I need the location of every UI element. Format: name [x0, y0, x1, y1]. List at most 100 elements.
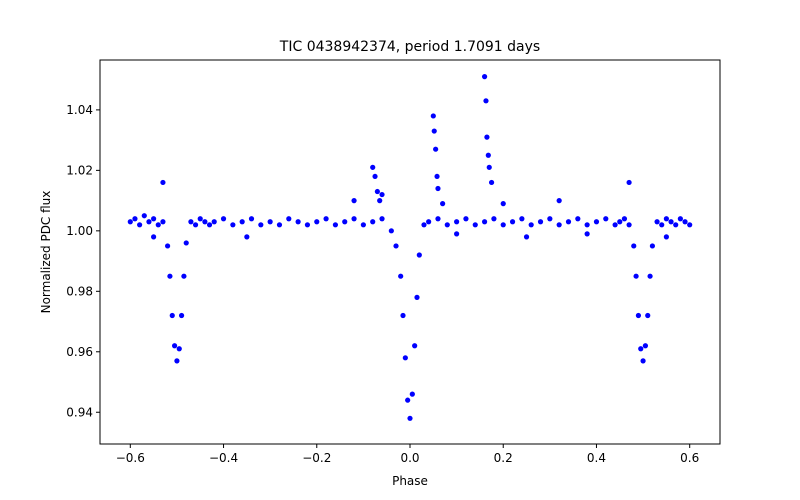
data-point — [645, 312, 651, 319]
data-point — [673, 222, 679, 228]
data-point — [370, 219, 376, 225]
data-point — [547, 216, 553, 222]
data-point — [407, 415, 413, 421]
data-point — [304, 222, 311, 228]
data-point — [192, 222, 199, 228]
data-point — [486, 164, 492, 170]
x-tick-label: 0.4 — [587, 451, 606, 465]
data-point — [398, 273, 404, 279]
data-point — [647, 273, 653, 279]
data-point — [668, 219, 674, 225]
data-point — [434, 173, 440, 180]
y-tick-label: 0.98 — [66, 284, 93, 298]
data-point — [155, 222, 161, 228]
data-point — [239, 219, 245, 225]
data-point — [556, 222, 562, 228]
data-point — [491, 216, 497, 222]
data-point — [649, 243, 656, 249]
data-point — [500, 201, 506, 207]
data-point — [248, 216, 255, 222]
data-point — [435, 185, 441, 192]
data-point — [584, 222, 590, 228]
data-point — [181, 273, 187, 279]
x-tick-label: −0.4 — [209, 451, 238, 465]
data-point — [230, 222, 236, 228]
data-point — [141, 213, 147, 219]
data-point — [612, 222, 618, 228]
data-point — [211, 219, 217, 225]
data-point — [638, 346, 644, 352]
data-point — [167, 273, 173, 279]
data-point — [409, 391, 415, 397]
data-point — [621, 216, 628, 222]
data-point — [426, 219, 432, 225]
data-point — [635, 312, 642, 319]
data-point — [440, 201, 446, 207]
data-point — [372, 173, 378, 180]
data-point — [388, 228, 394, 234]
data-point — [206, 222, 213, 228]
data-point — [481, 219, 488, 225]
data-point — [519, 216, 525, 222]
data-point — [402, 355, 408, 361]
data-point — [360, 222, 366, 228]
y-axis-label: Normalized PDC flux — [39, 191, 53, 314]
data-point — [528, 222, 534, 228]
data-point — [565, 219, 572, 225]
data-point — [151, 234, 157, 240]
data-point — [584, 231, 590, 237]
data-point — [146, 219, 152, 225]
data-point — [421, 222, 427, 228]
data-point — [351, 198, 357, 204]
data-point — [164, 243, 171, 249]
data-point — [379, 216, 385, 222]
data-point — [374, 188, 380, 195]
data-point — [633, 273, 639, 279]
data-point — [314, 219, 320, 225]
data-point — [377, 198, 383, 204]
data-point — [626, 222, 632, 228]
data-point — [332, 222, 339, 228]
data-point — [575, 216, 581, 222]
data-point — [183, 240, 189, 246]
data-point — [593, 219, 600, 225]
data-point — [523, 234, 530, 240]
data-point — [412, 343, 418, 349]
data-point — [188, 219, 194, 225]
x-axis-ticks: −0.6 −0.4 −0.2 0.0 0.2 0.4 0.6 — [116, 444, 699, 465]
x-tick-label: −0.2 — [302, 451, 331, 465]
data-points — [127, 74, 693, 421]
data-point — [351, 216, 357, 222]
data-point — [454, 231, 460, 237]
data-point — [430, 113, 436, 119]
data-point — [687, 222, 693, 228]
data-point — [481, 74, 488, 80]
data-point — [435, 216, 441, 222]
data-point — [677, 216, 683, 222]
data-point — [258, 222, 264, 228]
y-tick-label: 1.02 — [66, 163, 93, 177]
data-point — [160, 219, 166, 225]
data-point — [127, 219, 133, 225]
x-tick-label: 0.0 — [400, 451, 419, 465]
y-tick-label: 1.00 — [66, 224, 93, 238]
data-point — [174, 358, 180, 364]
x-tick-label: 0.2 — [494, 451, 513, 465]
data-point — [431, 128, 437, 134]
x-tick-label: −0.6 — [116, 451, 145, 465]
data-point — [463, 216, 469, 222]
data-point — [603, 216, 609, 222]
x-axis-label: Phase — [392, 474, 428, 488]
data-point — [202, 219, 208, 225]
data-point — [342, 219, 348, 225]
data-point — [483, 98, 489, 104]
data-point — [169, 312, 175, 319]
data-point — [176, 346, 182, 352]
y-tick-label: 0.94 — [66, 405, 93, 419]
y-axis-ticks: 0.94 0.96 0.98 1.00 1.02 1.04 — [66, 103, 100, 419]
data-point — [370, 164, 376, 170]
data-point — [178, 312, 185, 319]
data-point — [500, 222, 506, 228]
x-tick-label: 0.6 — [680, 451, 699, 465]
